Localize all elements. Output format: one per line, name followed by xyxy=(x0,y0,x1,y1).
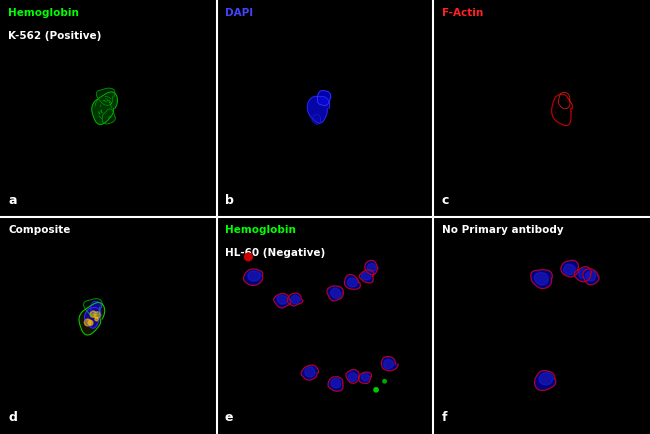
Circle shape xyxy=(244,253,252,261)
Polygon shape xyxy=(365,260,378,275)
Polygon shape xyxy=(534,371,556,391)
Text: a: a xyxy=(8,194,17,207)
Polygon shape xyxy=(539,373,553,385)
Polygon shape xyxy=(574,266,592,282)
Polygon shape xyxy=(361,373,369,381)
Polygon shape xyxy=(382,357,398,371)
Polygon shape xyxy=(301,365,318,380)
Text: No Primary antibody: No Primary antibody xyxy=(441,225,564,235)
Polygon shape xyxy=(328,377,343,391)
Text: DAPI: DAPI xyxy=(225,8,253,18)
Circle shape xyxy=(94,312,101,318)
Polygon shape xyxy=(312,115,320,124)
Polygon shape xyxy=(561,260,579,277)
Polygon shape xyxy=(583,269,599,285)
Polygon shape xyxy=(347,278,358,287)
Polygon shape xyxy=(344,274,360,289)
Polygon shape xyxy=(91,302,101,313)
Text: Hemoglobin: Hemoglobin xyxy=(225,225,296,235)
Text: f: f xyxy=(441,411,447,424)
Polygon shape xyxy=(248,271,261,281)
Polygon shape xyxy=(274,293,291,308)
Polygon shape xyxy=(291,295,300,304)
Circle shape xyxy=(374,388,378,392)
Polygon shape xyxy=(367,263,376,272)
Polygon shape xyxy=(307,96,330,123)
Text: Composite: Composite xyxy=(8,225,71,235)
Polygon shape xyxy=(359,372,372,384)
Polygon shape xyxy=(534,273,548,285)
Circle shape xyxy=(88,320,93,326)
Text: e: e xyxy=(225,411,233,424)
Polygon shape xyxy=(277,296,288,304)
Polygon shape xyxy=(92,92,118,125)
Polygon shape xyxy=(307,96,330,123)
Polygon shape xyxy=(327,286,343,301)
Polygon shape xyxy=(102,109,116,124)
Polygon shape xyxy=(531,270,552,289)
Text: K-562 (Positive): K-562 (Positive) xyxy=(8,31,101,41)
Polygon shape xyxy=(317,91,331,105)
Polygon shape xyxy=(287,293,303,306)
Text: c: c xyxy=(441,194,449,207)
Text: b: b xyxy=(225,194,234,207)
Polygon shape xyxy=(79,302,105,335)
Polygon shape xyxy=(244,269,263,286)
Polygon shape xyxy=(330,288,341,298)
Polygon shape xyxy=(384,360,394,369)
Polygon shape xyxy=(359,270,374,283)
Polygon shape xyxy=(96,88,115,105)
Polygon shape xyxy=(564,264,575,275)
Polygon shape xyxy=(348,373,358,381)
Text: d: d xyxy=(8,411,17,424)
Polygon shape xyxy=(361,272,370,280)
Polygon shape xyxy=(346,369,359,383)
Polygon shape xyxy=(586,271,596,281)
Polygon shape xyxy=(84,308,101,328)
Polygon shape xyxy=(305,367,315,377)
Text: HL-60 (Negative): HL-60 (Negative) xyxy=(225,248,325,258)
Circle shape xyxy=(84,319,91,326)
Circle shape xyxy=(95,317,98,321)
Text: Hemoglobin: Hemoglobin xyxy=(8,8,79,18)
Polygon shape xyxy=(84,299,102,316)
Polygon shape xyxy=(331,378,341,388)
Circle shape xyxy=(383,379,386,383)
Polygon shape xyxy=(79,302,105,335)
Text: F-Actin: F-Actin xyxy=(441,8,483,18)
Polygon shape xyxy=(579,269,590,279)
Circle shape xyxy=(90,311,96,317)
